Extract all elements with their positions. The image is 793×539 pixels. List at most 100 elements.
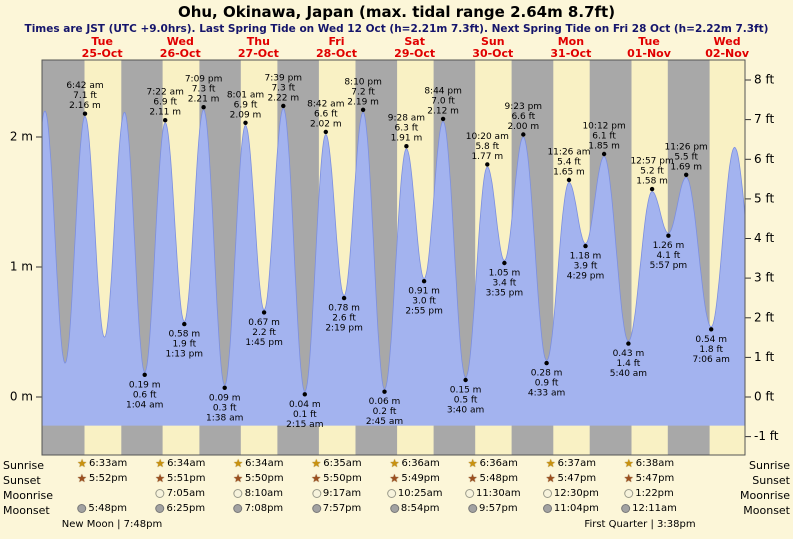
tide-point bbox=[626, 341, 631, 346]
tide-point bbox=[583, 243, 588, 249]
svg-text:9:28 am: 9:28 am bbox=[388, 114, 425, 124]
tide-point bbox=[163, 118, 168, 123]
tide-low-annotation: 0.19 m0.6 ft1:04 am bbox=[126, 372, 163, 410]
svg-text:2.6 ft: 2.6 ft bbox=[332, 314, 356, 324]
svg-text:0.15 m: 0.15 m bbox=[450, 386, 482, 396]
day-of-week: Sat bbox=[404, 35, 425, 48]
sunset-icon: ★ bbox=[155, 472, 165, 485]
tide-point bbox=[302, 392, 307, 397]
svg-text:7.1 ft: 7.1 ft bbox=[73, 91, 97, 101]
tide-low-annotation: 0.91 m3.0 ft2:55 pm bbox=[405, 279, 443, 317]
tide-high-annotation: 9:23 pm6.6 ft2.00 m bbox=[505, 102, 543, 137]
tide-low-annotation: 0.28 m0.9 ft4:33 am bbox=[528, 360, 565, 399]
right-axis-label: 4 ft bbox=[754, 231, 774, 245]
svg-text:1:13 pm: 1:13 pm bbox=[166, 350, 204, 360]
tide-point bbox=[404, 144, 409, 149]
svg-text:1.9 ft: 1.9 ft bbox=[172, 340, 196, 350]
moonrise-time: 7:05am bbox=[155, 488, 205, 499]
svg-text:3:40 am: 3:40 am bbox=[447, 406, 484, 416]
tide-point bbox=[709, 327, 714, 332]
svg-text:0.91 m: 0.91 m bbox=[408, 287, 440, 297]
svg-text:5.4 ft: 5.4 ft bbox=[557, 158, 581, 168]
sunrise-time: ★ 6:34am bbox=[155, 458, 205, 469]
svg-text:1.77 m: 1.77 m bbox=[471, 152, 503, 162]
sunset-time: ★ 5:50pm bbox=[233, 473, 283, 484]
moonset-icon bbox=[468, 504, 478, 513]
tide-point bbox=[261, 310, 267, 315]
tide-point bbox=[382, 389, 387, 394]
svg-text:3.9 ft: 3.9 ft bbox=[574, 262, 598, 272]
svg-text:0.2 ft: 0.2 ft bbox=[373, 407, 397, 417]
time-text: 12:30pm bbox=[553, 488, 599, 499]
tide-point bbox=[440, 116, 446, 122]
day-of-week: Thu bbox=[246, 35, 270, 48]
left-axis-label: 0 m bbox=[10, 390, 33, 404]
svg-text:1.58 m: 1.58 m bbox=[636, 177, 668, 187]
sunrise-icon: ★ bbox=[233, 457, 244, 470]
tide-high-annotation: 7:39 pm7.3 ft2.22 m bbox=[265, 73, 302, 109]
day-date: 28-Oct bbox=[315, 47, 358, 61]
sunrise-icon: ★ bbox=[389, 457, 400, 470]
tide-point bbox=[201, 105, 206, 110]
svg-text:3.4 ft: 3.4 ft bbox=[493, 279, 517, 289]
svg-text:8:42 am: 8:42 am bbox=[307, 99, 344, 109]
sunset-time: ★ 5:47pm bbox=[624, 473, 674, 484]
moonrise-icon bbox=[233, 489, 243, 498]
svg-text:2.22 m: 2.22 m bbox=[267, 93, 299, 103]
day-label: Wed 26-Oct bbox=[159, 35, 201, 61]
tide-high-annotation: 8:44 pm7.0 ft2.12 m bbox=[424, 86, 462, 122]
time-text: 7:57pm bbox=[322, 503, 362, 514]
moonrise-row-label-right: Moonrise bbox=[740, 489, 790, 502]
svg-text:8:10 pm: 8:10 pm bbox=[344, 77, 382, 87]
sunset-row-label-right: Sunset bbox=[752, 474, 790, 487]
sunrise-time: ★ 6:36am bbox=[468, 458, 518, 469]
sunset-icon: ★ bbox=[545, 472, 556, 485]
sunset-icon: ★ bbox=[389, 472, 400, 485]
tide-low-annotation: 0.58 m1.9 ft1:13 pm bbox=[166, 321, 204, 360]
tide-point bbox=[649, 186, 655, 192]
svg-text:5.5 ft: 5.5 ft bbox=[674, 152, 698, 162]
tide-high-annotation: 8:42 am6.6 ft2.02 m bbox=[307, 99, 344, 135]
time-text: 7:08pm bbox=[244, 503, 284, 514]
svg-text:4:29 pm: 4:29 pm bbox=[567, 272, 605, 282]
time-text: 5:52pm bbox=[88, 473, 128, 484]
time-text: 6:36am bbox=[479, 458, 518, 469]
tide-low-annotation: 0.09 m0.3 ft1:38 am bbox=[206, 385, 243, 423]
svg-text:3.0 ft: 3.0 ft bbox=[412, 297, 436, 307]
svg-text:7.3 ft: 7.3 ft bbox=[192, 85, 216, 95]
day-date: 26-Oct bbox=[159, 47, 201, 61]
day-label: Wed 02-Nov bbox=[705, 35, 749, 60]
svg-text:6:42 am: 6:42 am bbox=[66, 81, 103, 91]
svg-text:2.11 m: 2.11 m bbox=[149, 108, 181, 118]
sunset-icon: ★ bbox=[311, 472, 322, 485]
svg-text:12:57 pm: 12:57 pm bbox=[630, 157, 673, 167]
sunset-time: ★ 5:50pm bbox=[311, 473, 361, 484]
tide-high-annotation: 12:57 pm5.2 ft1.58 m bbox=[630, 157, 674, 192]
moonset-time: 9:57pm bbox=[468, 503, 518, 514]
day-of-week: Mon bbox=[557, 35, 585, 48]
svg-text:9:23 pm: 9:23 pm bbox=[505, 102, 543, 112]
tide-low-annotation: 0.67 m2.2 ft1:45 pm bbox=[245, 310, 283, 348]
tide-low-annotation: 0.06 m0.2 ft2:45 am bbox=[366, 389, 403, 427]
time-text: 6:37am bbox=[557, 458, 596, 469]
svg-text:11:26 pm: 11:26 pm bbox=[665, 142, 708, 152]
moonset-time: 11:04pm bbox=[542, 503, 599, 514]
svg-text:2.00 m: 2.00 m bbox=[507, 122, 539, 132]
day-date: 31-Oct bbox=[550, 47, 592, 61]
tide-point bbox=[341, 295, 347, 301]
tide-point bbox=[485, 162, 490, 167]
moonset-row-label-right: Moonset bbox=[743, 504, 790, 517]
svg-text:0.09 m: 0.09 m bbox=[209, 393, 241, 403]
svg-text:10:12 pm: 10:12 pm bbox=[582, 122, 625, 132]
time-text: 8:54pm bbox=[400, 503, 440, 514]
moonset-time: 7:08pm bbox=[233, 503, 284, 514]
plot-border bbox=[41, 59, 746, 456]
svg-text:0.06 m: 0.06 m bbox=[369, 397, 401, 407]
tide-low-annotation: 0.78 m2.6 ft2:19 pm bbox=[325, 295, 363, 334]
svg-text:6.9 ft: 6.9 ft bbox=[234, 100, 258, 110]
moonrise-time: 1:22pm bbox=[624, 488, 674, 499]
svg-text:5.2 ft: 5.2 ft bbox=[640, 167, 664, 177]
tide-high-annotation: 8:10 pm7.2 ft2.19 m bbox=[344, 77, 382, 113]
day-label: Thu 27-Oct bbox=[238, 35, 279, 60]
moonset-time: 5:48pm bbox=[77, 503, 127, 514]
